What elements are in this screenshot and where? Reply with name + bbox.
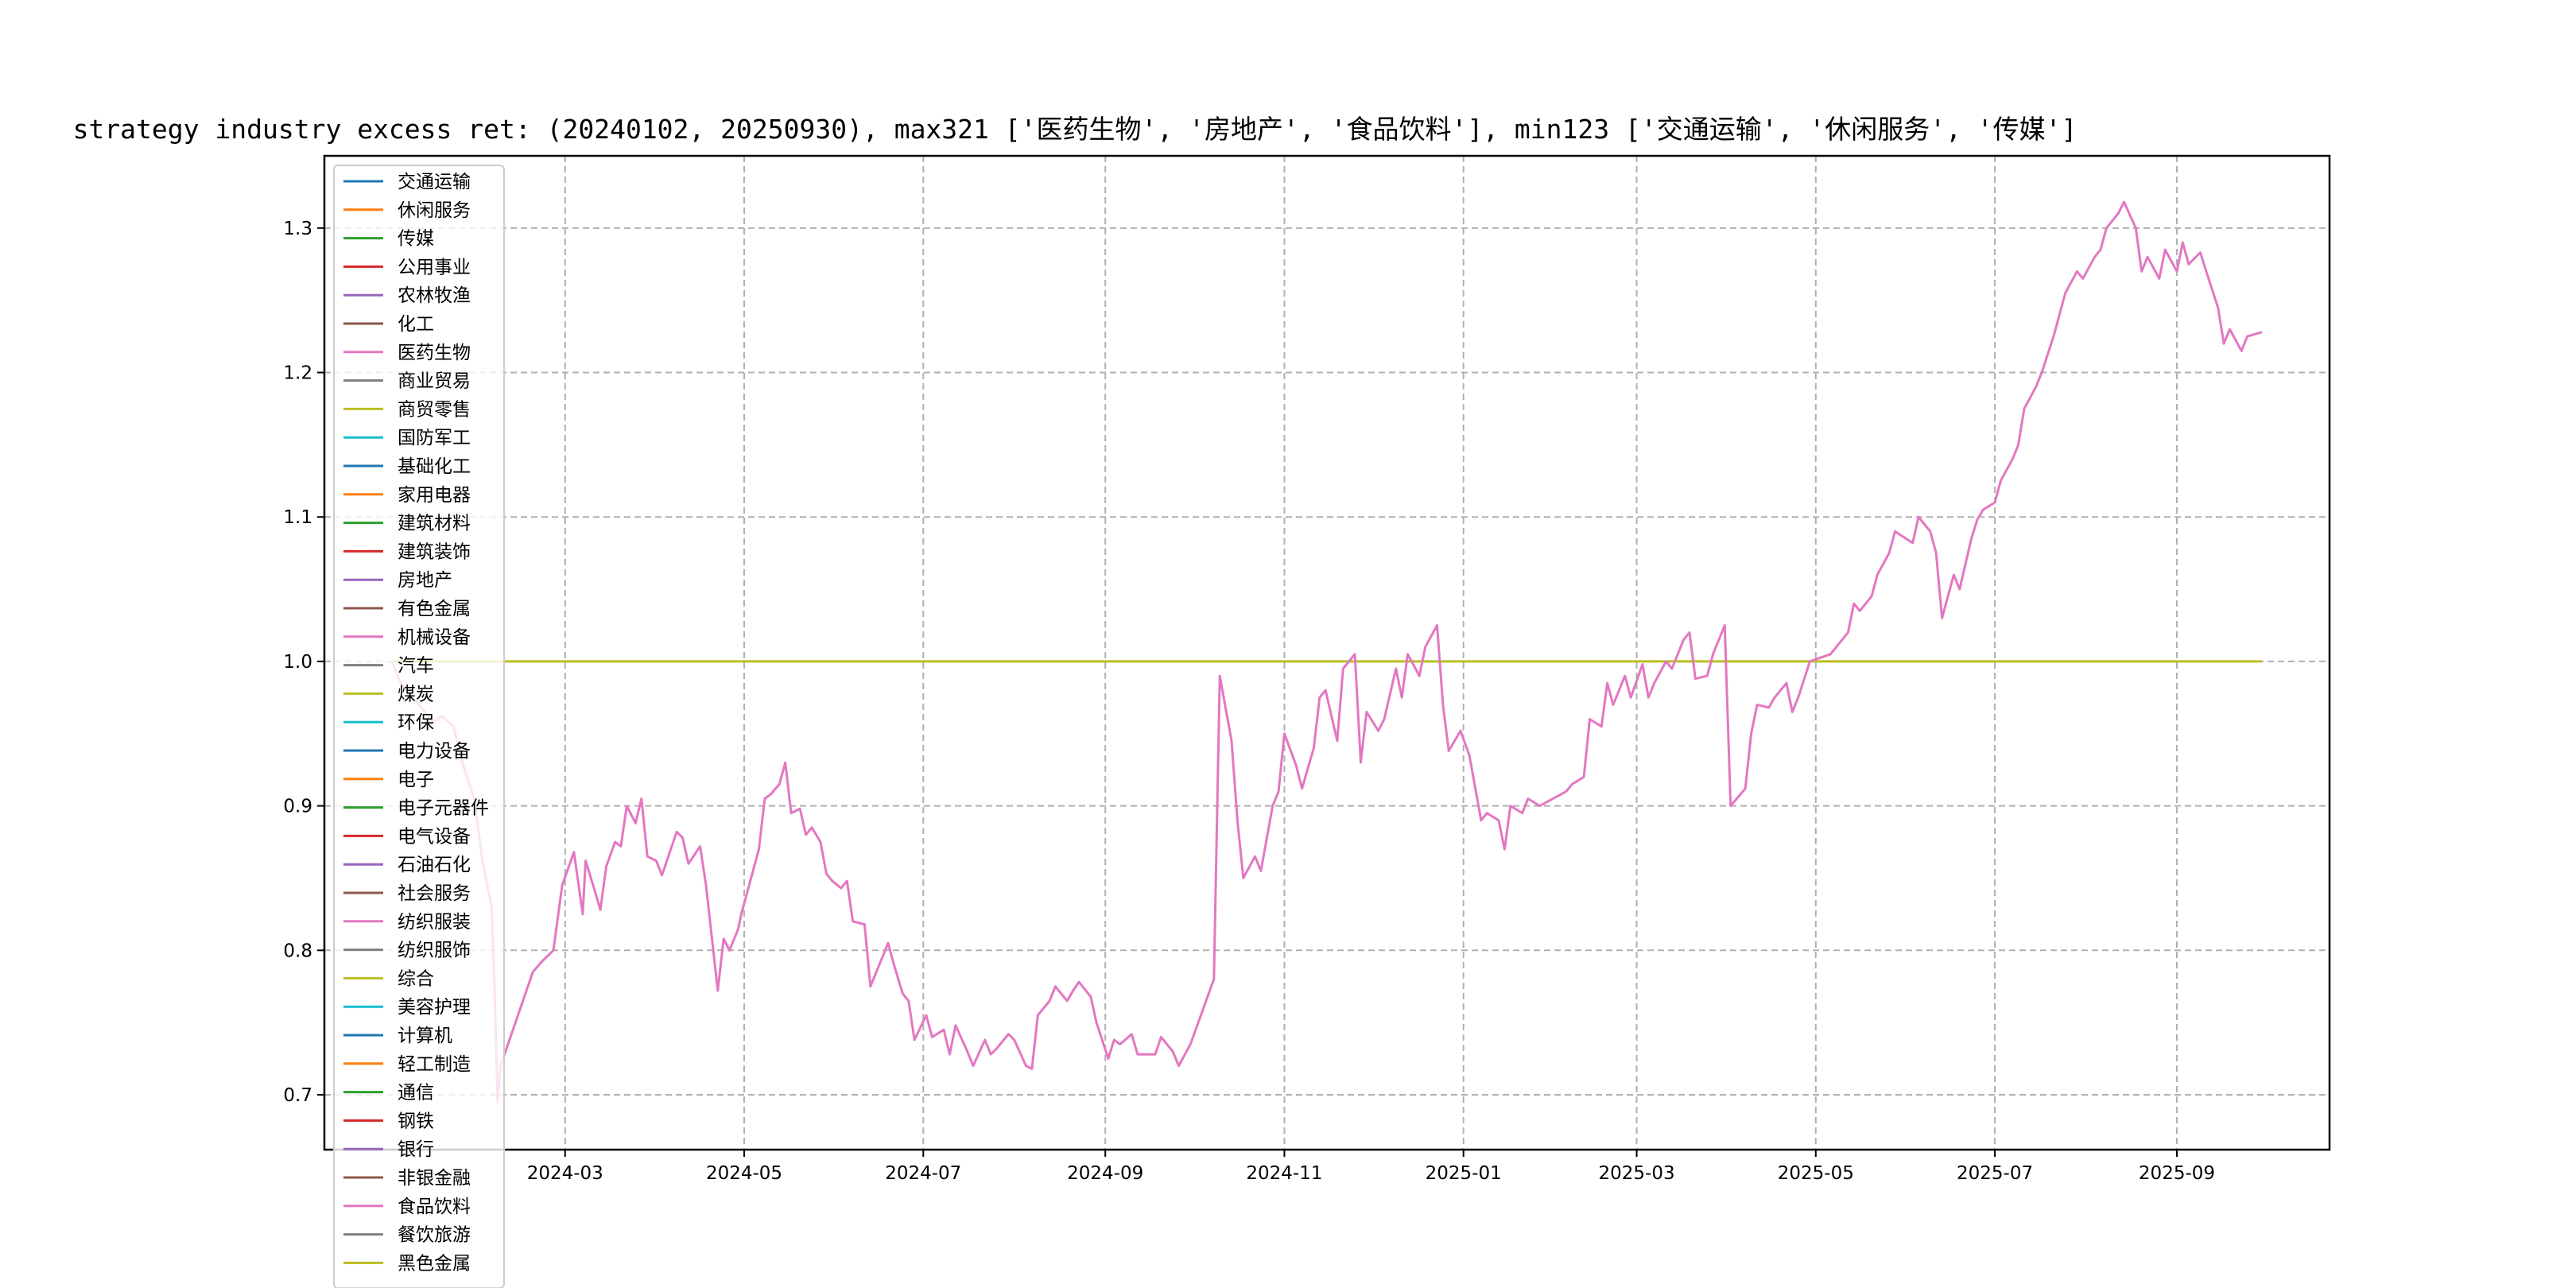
legend-label: 基础化工 [398, 456, 471, 477]
x-tick-label: 2024-05 [706, 1163, 782, 1184]
x-tick-label: 2024-07 [885, 1163, 961, 1184]
legend-label: 农林牧渔 [398, 285, 471, 306]
legend-label: 黑色金属 [398, 1253, 471, 1274]
legend-label: 国防军工 [398, 428, 471, 448]
x-tick-label: 2024-09 [1067, 1163, 1143, 1184]
legend-label: 餐饮旅游 [398, 1225, 471, 1246]
x-tick-label: 2025-01 [1426, 1163, 1502, 1184]
legend-label: 机械设备 [398, 627, 471, 648]
legend-label: 医药生物 [398, 343, 471, 363]
series-line-1 [390, 200, 2263, 1104]
legend-label: 食品饮料 [398, 1197, 471, 1217]
legend-label: 轻工制造 [398, 1054, 471, 1075]
legend-label: 建筑装饰 [398, 541, 471, 562]
grid [324, 156, 2330, 1150]
y-tick-label: 1.3 [283, 219, 312, 239]
legend-label: 社会服务 [398, 883, 471, 904]
x-tick-label: 2025-03 [1599, 1163, 1675, 1184]
legend-label: 房地产 [398, 570, 452, 591]
y-tick-label: 0.8 [283, 941, 312, 961]
legend-label: 纺织服装 [398, 912, 471, 933]
x-tick-label: 2024-11 [1246, 1163, 1322, 1184]
x-tick-label: 2025-09 [2139, 1163, 2215, 1184]
series-layer [390, 200, 2263, 1104]
legend-label: 非银金融 [398, 1168, 471, 1189]
legend-label: 商贸零售 [398, 399, 471, 420]
y-tick-label: 1.1 [283, 507, 312, 528]
legend-label: 交通运输 [398, 172, 471, 192]
legend-label: 休闲服务 [398, 200, 471, 221]
legend-label: 电力设备 [398, 741, 471, 762]
x-axis: 2024-03 2024-05 2024-07 2024-09 2024-11 2025-… [527, 1150, 2215, 1184]
y-tick-label: 1.0 [283, 652, 312, 673]
legend-label: 环保 [398, 712, 434, 733]
y-axis: 0.7 0.8 0.9 1.0 1.1 1.2 1.3 [283, 219, 324, 1106]
legend-label: 美容护理 [398, 997, 471, 1018]
legend-label: 煤炭 [398, 684, 434, 704]
x-tick-label: 2024-03 [527, 1163, 603, 1184]
legend: 交通运输休闲服务传媒公用事业农林牧渔化工医药生物商业贸易商贸零售国防军工基础化工… [333, 165, 505, 1288]
legend-label: 家用电器 [398, 485, 471, 506]
legend-label: 建筑材料 [398, 514, 471, 534]
legend-label: 汽车 [398, 656, 434, 677]
y-tick-label: 1.2 [283, 363, 312, 384]
legend-label: 商业贸易 [398, 371, 471, 392]
x-tick-label: 2025-05 [1778, 1163, 1854, 1184]
x-tick-label: 2025-07 [1957, 1163, 2033, 1184]
legend-label: 石油石化 [398, 855, 471, 875]
legend-label: 公用事业 [398, 257, 471, 277]
legend-label: 银行 [398, 1139, 434, 1160]
y-tick-label: 0.9 [283, 797, 312, 817]
legend-label: 电气设备 [398, 826, 471, 847]
legend-label: 电子元器件 [398, 798, 489, 819]
legend-label: 有色金属 [398, 599, 471, 619]
plot-frame [323, 154, 2331, 1151]
y-tick-label: 0.7 [283, 1085, 312, 1106]
legend-label: 综合 [398, 968, 434, 989]
chart-title: strategy industry excess ret: (20240102,… [73, 114, 2077, 145]
legend-label: 钢铁 [398, 1111, 434, 1131]
legend-label: 计算机 [398, 1026, 452, 1046]
legend-label: 纺织服饰 [398, 941, 471, 961]
legend-label: 电子 [398, 770, 434, 790]
legend-label: 化工 [398, 314, 434, 335]
legend-label: 通信 [398, 1083, 434, 1104]
legend-label: 传媒 [398, 229, 434, 250]
